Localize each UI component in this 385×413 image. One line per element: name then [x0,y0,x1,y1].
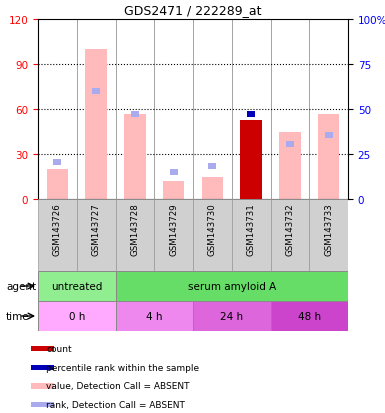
Text: count: count [46,344,72,353]
Text: GSM143732: GSM143732 [285,203,295,256]
Bar [31,383,54,389]
Text: serum amyloid A: serum amyloid A [187,281,276,291]
Text: GSM143733: GSM143733 [324,203,333,256]
Bar [92,89,100,95]
Bar [279,132,301,199]
Bar [154,199,193,271]
Bar [325,132,333,138]
Bar [31,402,54,407]
Text: GSM143730: GSM143730 [208,203,217,256]
Bar [116,271,348,301]
Bar [241,120,262,199]
Bar [208,164,216,170]
Text: percentile rank within the sample: percentile rank within the sample [46,363,199,372]
Text: GSM143727: GSM143727 [92,203,100,256]
Bar [131,111,139,117]
Bar [38,301,116,331]
Text: 24 h: 24 h [220,311,243,321]
Text: time: time [6,311,30,321]
Text: GSM143726: GSM143726 [53,203,62,256]
Text: agent: agent [6,281,36,291]
Bar [271,301,348,331]
Bar [193,301,271,331]
Bar [202,177,223,199]
Bar [271,199,309,271]
Text: GSM143728: GSM143728 [131,203,139,256]
Bar [54,159,62,165]
Bar [247,111,255,117]
Bar [318,114,339,199]
Bar [77,199,116,271]
Text: 48 h: 48 h [298,311,321,321]
Bar [38,271,116,301]
Bar [85,50,107,199]
Bar [309,199,348,271]
Bar [116,301,193,331]
Bar [232,199,271,271]
Bar [38,199,77,271]
Bar [31,346,54,351]
Bar [31,365,54,370]
Bar [286,141,294,147]
Bar [47,170,68,199]
Bar [163,182,184,199]
Text: GSM143731: GSM143731 [247,203,256,256]
Text: value, Detection Call = ABSENT: value, Detection Call = ABSENT [46,382,190,390]
Bar [116,199,154,271]
Text: 0 h: 0 h [69,311,85,321]
Text: untreated: untreated [51,281,102,291]
Bar [124,114,146,199]
Text: GDS2471 / 222289_at: GDS2471 / 222289_at [124,4,261,17]
Text: GSM143729: GSM143729 [169,203,178,256]
Text: rank, Detection Call = ABSENT: rank, Detection Call = ABSENT [46,400,185,409]
Bar [193,199,232,271]
Text: 4 h: 4 h [146,311,162,321]
Bar [169,170,177,176]
